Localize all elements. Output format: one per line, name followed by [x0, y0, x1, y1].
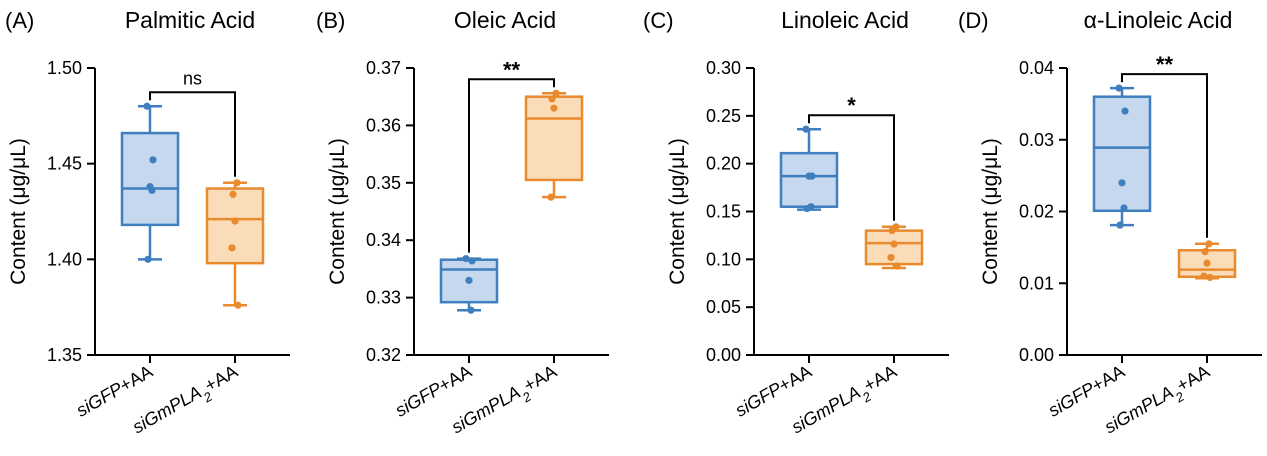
data-point: [552, 89, 560, 97]
data-point: [1121, 107, 1129, 115]
significance-label: **: [503, 57, 521, 82]
data-point: [1200, 272, 1208, 280]
data-point: [1201, 248, 1209, 256]
y-tick-label: 0.10: [706, 249, 741, 269]
panel-3: (D) α-Linoleic Acid Content (μg/μL) 0.00 0.0…: [958, 7, 1262, 437]
box-siGmPLA2: [1177, 240, 1237, 282]
y-tick-label: 0.25: [706, 106, 741, 126]
y-tick-label: 0.04: [1019, 58, 1054, 78]
y-tick-label: 0.00: [706, 345, 741, 365]
panel-title: Oleic Acid: [454, 7, 556, 33]
significance-bracket: [468, 78, 555, 253]
data-point: [144, 255, 152, 263]
significance-bracket: [808, 114, 895, 221]
panel-title: Palmitic Acid: [125, 7, 255, 33]
y-tick-label: 0.01: [1019, 273, 1054, 293]
data-point: [231, 217, 239, 225]
y-tick-label: 0.32: [366, 345, 401, 365]
box-iqr: [120, 131, 180, 227]
data-point: [1115, 84, 1123, 92]
y-tick-label: 0.34: [366, 230, 401, 250]
box-siGmPLA2: [205, 179, 265, 309]
data-point: [143, 102, 151, 110]
y-tick-label: 0.00: [1019, 345, 1054, 365]
data-point: [548, 95, 556, 103]
panel-1: (B) Oleic Acid Content (μg/μL) 0.32 0.33 0.34…: [316, 7, 609, 437]
data-point: [1120, 204, 1128, 212]
data-point: [890, 240, 898, 248]
panel-0: (A) Palmitic Acid Content (μg/μL) 1.35 1.40 1…: [5, 7, 290, 437]
data-point: [462, 254, 470, 263]
data-point: [802, 125, 810, 133]
panel-label: (C): [643, 8, 674, 33]
y-tick-label: 0.20: [706, 154, 741, 174]
data-point: [233, 179, 241, 187]
y-tick-label: 0.02: [1019, 202, 1054, 222]
panel-title: α-Linoleic Acid: [1084, 7, 1233, 33]
data-point: [234, 301, 242, 309]
data-point: [1116, 221, 1124, 229]
y-tick-label: 0.36: [366, 115, 401, 135]
panel-label: (A): [5, 8, 34, 33]
data-point: [1203, 259, 1211, 267]
significance-label: **: [1156, 52, 1174, 77]
box-siGFP: [1092, 84, 1152, 229]
y-tick-label: 0.35: [366, 173, 401, 193]
box-siGFP: [120, 102, 180, 263]
data-point: [468, 257, 476, 265]
y-axis-label: Content (μg/μL): [326, 138, 349, 285]
y-tick-label: 1.40: [47, 249, 82, 269]
y-tick-label: 0.37: [366, 58, 401, 78]
y-tick-label: 0.15: [706, 202, 741, 222]
box-siGmPLA2: [524, 89, 584, 201]
y-axis-label: Content (μg/μL): [666, 138, 689, 285]
significance-bracket: [1121, 73, 1208, 238]
data-point: [550, 104, 558, 112]
data-point: [467, 306, 475, 314]
box-iqr: [1092, 95, 1152, 213]
data-point: [1118, 179, 1126, 187]
y-tick-label: 0.03: [1019, 130, 1054, 150]
data-point: [149, 156, 157, 164]
y-tick-label: 1.35: [47, 345, 82, 365]
panel-label: (B): [316, 8, 345, 33]
significance-label: ns: [183, 68, 202, 88]
significance-bracket: [149, 91, 236, 177]
data-point: [1205, 240, 1213, 248]
box-iqr: [205, 187, 265, 265]
data-point: [465, 276, 473, 284]
data-point: [893, 262, 901, 270]
box-iqr: [779, 151, 839, 208]
data-point: [887, 253, 895, 262]
box-siGmPLA2: [864, 223, 924, 270]
y-tick-label: 0.30: [706, 58, 741, 78]
y-tick-label: 0.05: [706, 297, 741, 317]
data-point: [1206, 273, 1214, 282]
y-tick-label: 1.45: [47, 154, 82, 174]
significance-label: *: [847, 93, 856, 118]
panel-label: (D): [958, 8, 989, 33]
y-axis-label: Content (μg/μL): [7, 138, 30, 285]
box-siGFP: [439, 254, 499, 314]
data-point: [888, 227, 896, 235]
data-point: [803, 205, 811, 213]
panel-title: Linoleic Acid: [781, 7, 909, 33]
y-tick-label: 1.50: [47, 58, 82, 78]
data-point: [805, 172, 813, 180]
data-point: [148, 186, 156, 195]
y-axis-label: Content (μg/μL): [979, 138, 1002, 285]
panel-2: (C) Linoleic Acid Content (μg/μL) 0.00 0.05 0…: [643, 7, 949, 437]
y-tick-label: 0.33: [366, 288, 401, 308]
box-siGFP: [779, 125, 839, 213]
data-point: [228, 244, 236, 252]
data-point: [229, 190, 237, 198]
data-point: [547, 193, 555, 201]
